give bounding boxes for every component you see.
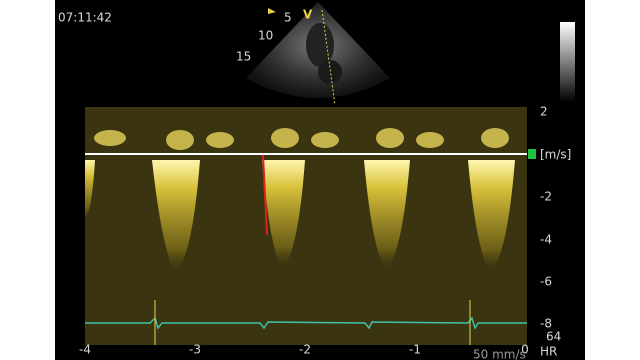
depth-label: 15 — [236, 50, 251, 64]
y-tick-label: 2 — [540, 105, 548, 119]
measure-line — [262, 154, 268, 236]
baseline-marker — [528, 149, 536, 159]
unit-label: [m/s] — [540, 148, 571, 162]
x-tick-label: -2 — [299, 343, 311, 357]
forward-flow — [94, 128, 509, 150]
x-tick-label: 0 — [521, 343, 529, 357]
sweep-speed: 50 mm/s — [473, 348, 526, 360]
y-tick-label: -4 — [540, 233, 552, 247]
gray-bar — [560, 22, 575, 102]
ecg-trace — [85, 316, 527, 330]
clock: 07:11:42 — [58, 11, 112, 25]
x-tick-label: -3 — [189, 343, 201, 357]
heart-rate-label: HR — [540, 345, 557, 359]
x-tick-label: -4 — [79, 343, 91, 357]
mode-label: V — [303, 8, 313, 22]
reverse-flow — [85, 160, 515, 272]
depth-label: 5 — [284, 11, 292, 25]
heart-rate: 64 — [546, 330, 561, 344]
chamber — [318, 60, 342, 84]
x-tick-label: -1 — [409, 343, 421, 357]
y-tick-label: -2 — [540, 190, 552, 204]
orientation-marker — [268, 8, 276, 14]
y-tick-label: -6 — [540, 275, 552, 289]
y-tick-label: -8 — [540, 317, 552, 331]
depth-label: 10 — [258, 29, 273, 43]
spectrum-background — [85, 107, 527, 345]
chamber — [306, 23, 334, 67]
